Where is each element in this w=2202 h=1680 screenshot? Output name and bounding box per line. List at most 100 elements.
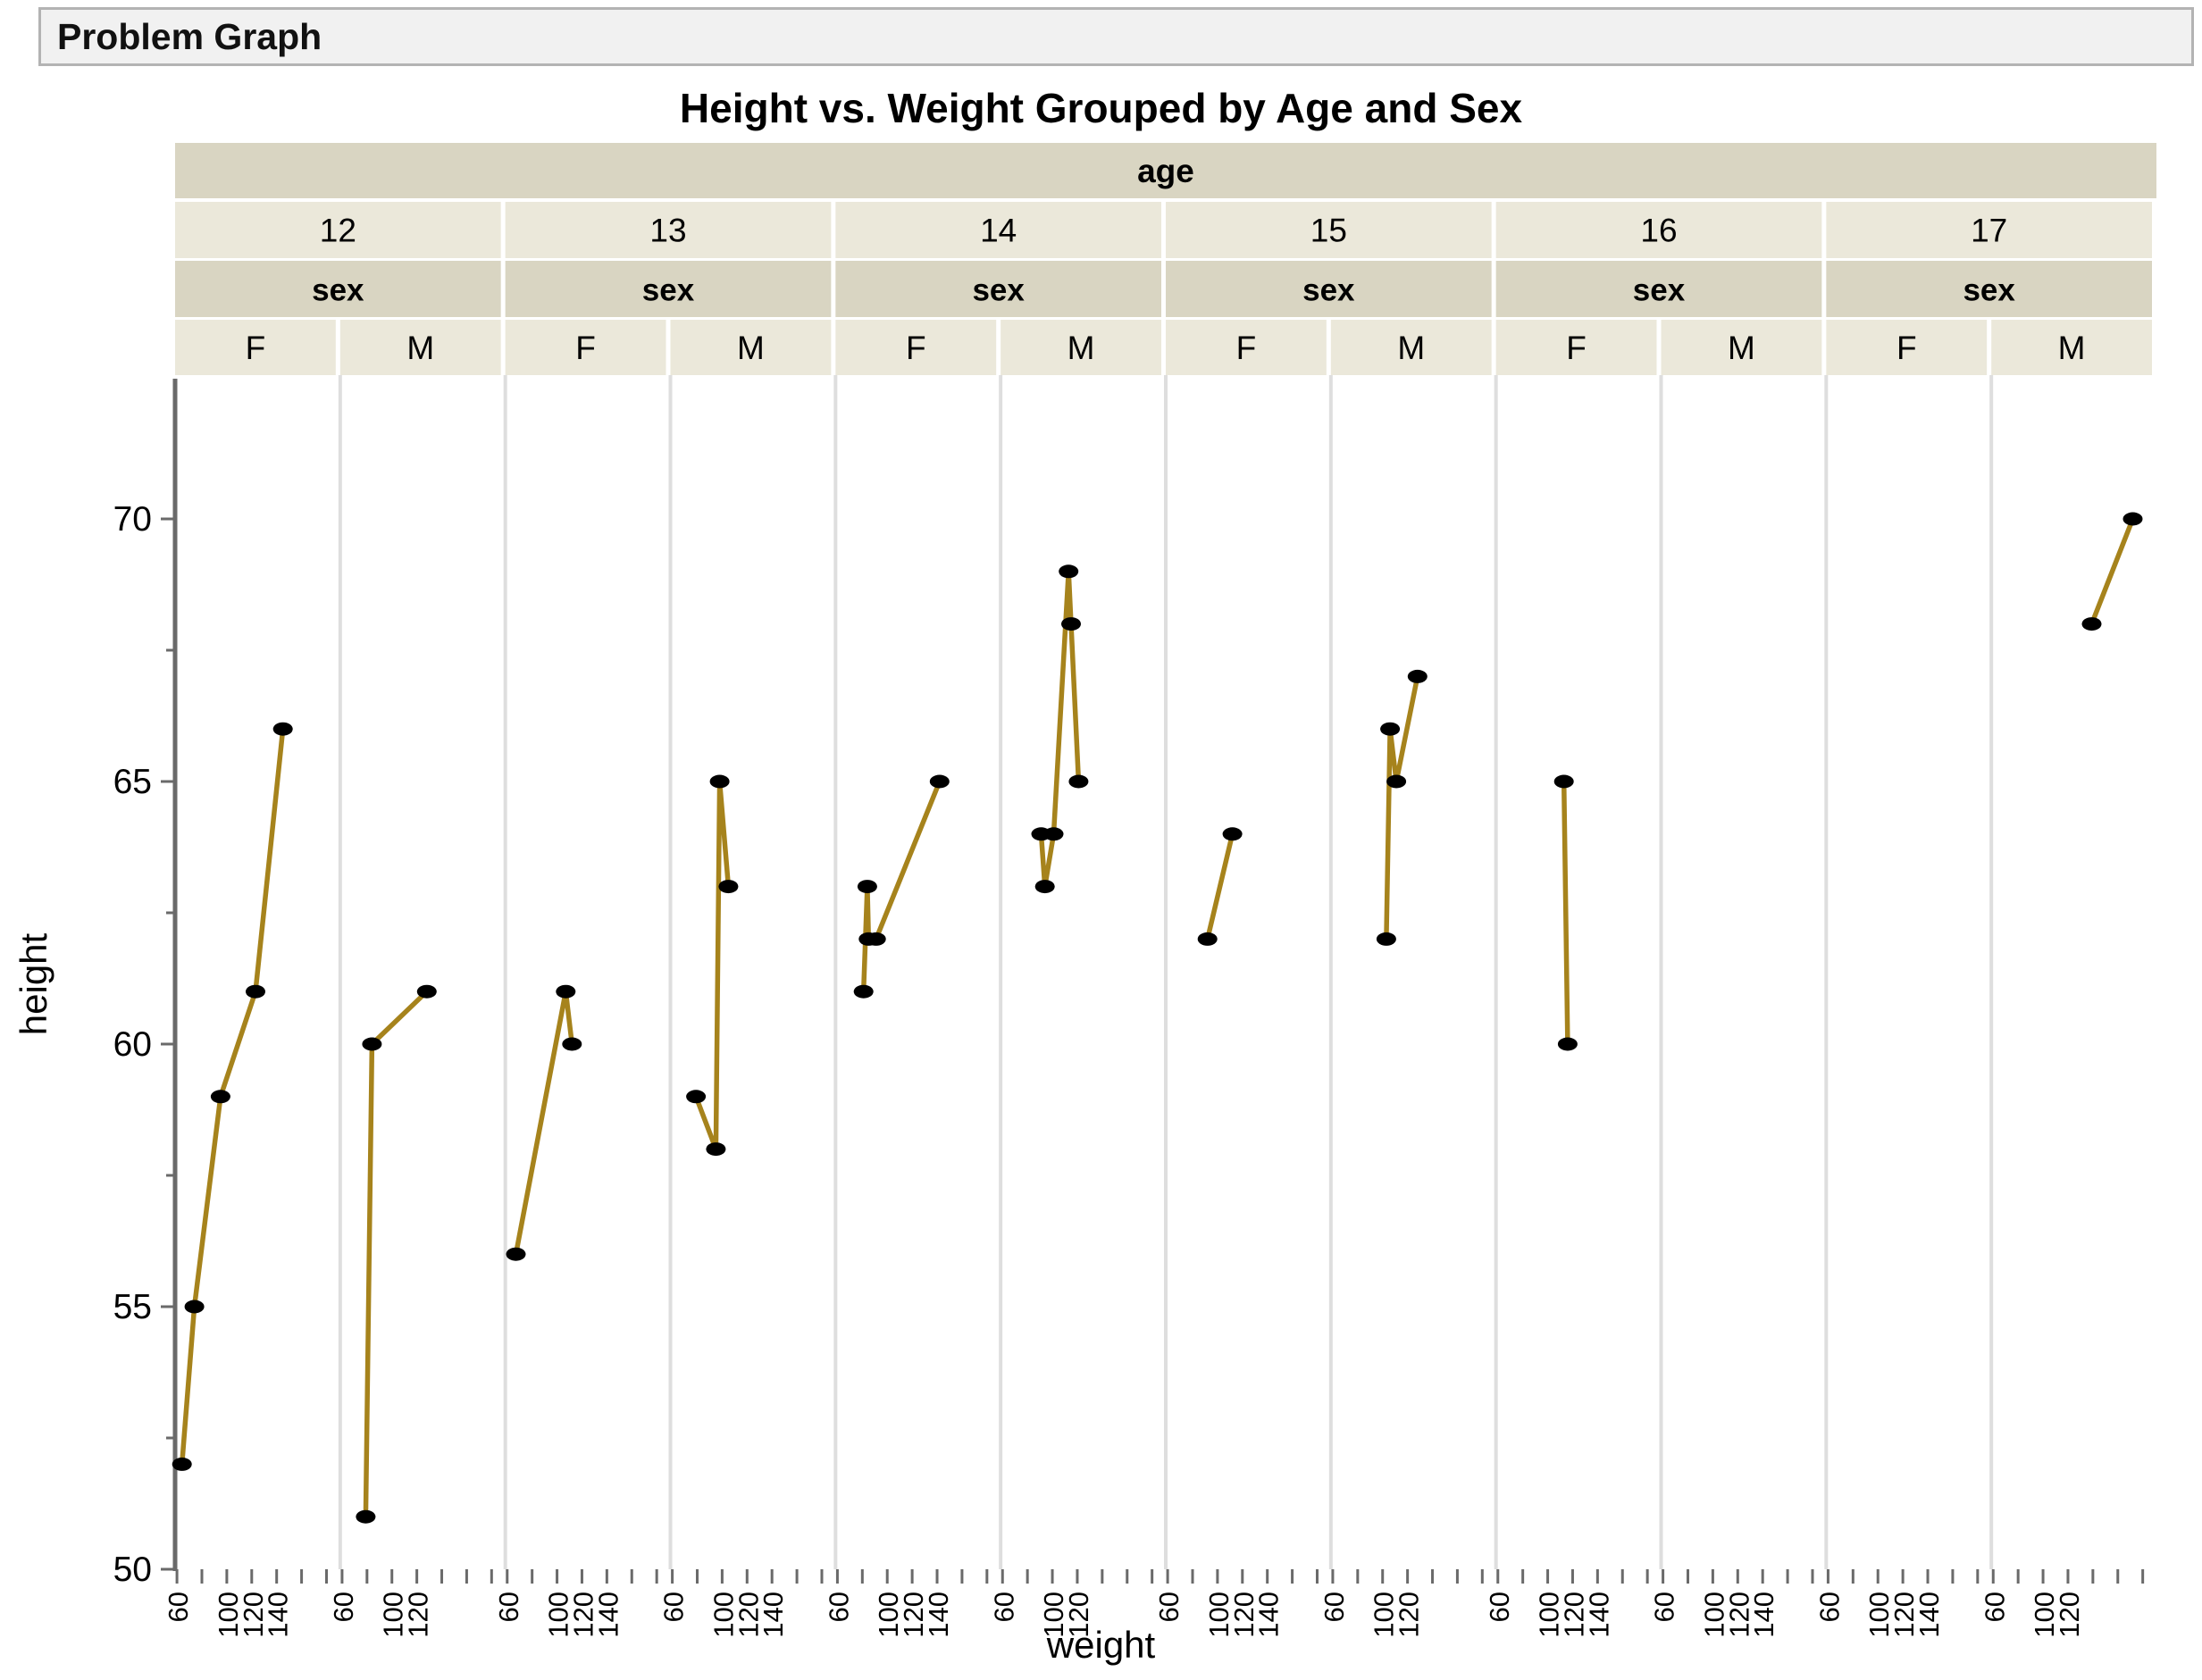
data-point-marker[interactable] — [1059, 564, 1079, 579]
x-tick-label: 100 — [543, 1592, 574, 1638]
facet-age-value-cell — [175, 202, 501, 258]
data-point-marker[interactable] — [272, 722, 293, 736]
x-tick-label: 100 — [213, 1592, 244, 1638]
facet-age-value-cell — [1826, 202, 2152, 258]
data-line — [513, 989, 575, 1257]
x-tick-label: 120 — [1558, 1592, 1589, 1638]
data-point-marker[interactable] — [709, 774, 730, 789]
data-point-marker[interactable] — [416, 984, 437, 999]
data-point-marker[interactable] — [718, 880, 739, 894]
facet-header-sex-label: sex — [1302, 273, 1355, 308]
data-point-marker[interactable] — [1407, 669, 1428, 683]
chart-title: Height vs. Weight Grouped by Age and Sex — [679, 85, 1523, 131]
facet-age-value-label: 17 — [1971, 213, 2007, 249]
x-tick-label: 120 — [238, 1592, 269, 1638]
data-point-marker[interactable] — [1386, 774, 1407, 789]
x-tick-label: 60 — [1649, 1592, 1680, 1622]
data-point-marker[interactable] — [556, 984, 576, 999]
facet-header-sex-label: sex — [1633, 273, 1686, 308]
data-line — [693, 779, 732, 1152]
facet-sex-value-label: F — [575, 330, 596, 366]
data-point-marker[interactable] — [562, 1037, 582, 1051]
facet-age-value-label: 13 — [649, 213, 686, 249]
data-point-marker[interactable] — [866, 932, 886, 946]
facet-sex-value-label: M — [1728, 330, 1755, 366]
facet-header-age-label: age — [1137, 153, 1194, 189]
x-tick-label: 60 — [328, 1592, 359, 1622]
data-point-marker[interactable] — [1043, 827, 1064, 841]
data-point-marker[interactable] — [1197, 932, 1218, 946]
x-tick-label: 140 — [263, 1592, 294, 1638]
data-line — [1561, 779, 1570, 1047]
x-tick-label: 140 — [758, 1592, 789, 1638]
x-tick-label: 60 — [988, 1592, 1019, 1622]
y-tick-label: 55 — [113, 1288, 152, 1326]
x-tick-label: 60 — [1979, 1592, 2010, 1622]
data-point-marker[interactable] — [210, 1090, 230, 1104]
data-point-marker[interactable] — [1553, 774, 1574, 789]
x-tick-label: 140 — [923, 1592, 954, 1638]
data-point-marker[interactable] — [929, 774, 950, 789]
facet-sex-value-cell — [1001, 320, 1161, 375]
x-tick-label: 60 — [1153, 1592, 1185, 1622]
x-tick-label: 60 — [658, 1592, 690, 1622]
data-point-marker[interactable] — [506, 1247, 526, 1261]
facet-age-value-cell — [505, 202, 832, 258]
x-tick-label: 60 — [1813, 1592, 1845, 1622]
data-point-marker[interactable] — [2122, 512, 2143, 526]
facet-header-sex-band — [1826, 261, 2152, 317]
data-point-marker[interactable] — [184, 1300, 205, 1314]
facet-sex-value-cell — [1166, 320, 1327, 375]
outline-title-bar[interactable]: Problem Graph — [38, 7, 2194, 66]
facet-header-sex-label: sex — [312, 273, 364, 308]
data-point-marker[interactable] — [1068, 774, 1089, 789]
x-tick-label: 100 — [1038, 1592, 1069, 1638]
facet-sex-value-cell — [1495, 320, 1657, 375]
data-point-marker[interactable] — [1557, 1037, 1578, 1051]
data-point-marker[interactable] — [356, 1509, 376, 1524]
data-point-marker[interactable] — [857, 880, 877, 894]
facet-sex-value-cell — [505, 320, 666, 375]
data-point-marker[interactable] — [1034, 880, 1055, 894]
data-point-marker[interactable] — [1222, 827, 1243, 841]
x-tick-label: 120 — [567, 1592, 599, 1638]
data-point-marker[interactable] — [1376, 932, 1396, 946]
x-tick-label: 120 — [1723, 1592, 1754, 1638]
facet-header-sex-label: sex — [1963, 273, 2015, 308]
facet-age-value-label: 12 — [320, 213, 356, 249]
x-tick-label: 100 — [1534, 1592, 1565, 1638]
data-point-marker[interactable] — [246, 984, 265, 999]
data-point-marker[interactable] — [362, 1037, 382, 1051]
x-tick-label: 100 — [707, 1592, 739, 1638]
x-tick-label: 60 — [823, 1592, 854, 1622]
data-point-marker[interactable] — [853, 984, 874, 999]
facet-sex-value-cell — [1661, 320, 1822, 375]
data-point-marker[interactable] — [1061, 617, 1081, 631]
facet-header-sex-band — [505, 261, 832, 317]
facet-header-sex-label: sex — [642, 273, 695, 308]
facet-header-sex-band — [1166, 261, 1492, 317]
data-line — [1204, 832, 1235, 942]
facet-age-value-label: 14 — [980, 213, 1017, 249]
data-point-marker[interactable] — [1380, 722, 1401, 736]
data-point-marker[interactable] — [686, 1090, 707, 1104]
facet-age-value-label: 16 — [1640, 213, 1677, 249]
x-tick-label: 120 — [1228, 1592, 1260, 1638]
facet-header-age-band — [175, 143, 2156, 198]
facet-sex-value-label: M — [406, 330, 434, 366]
x-tick-label: 120 — [403, 1592, 434, 1638]
data-point-marker[interactable] — [706, 1142, 726, 1157]
y-tick-label: 70 — [113, 500, 152, 539]
facet-age-value-label: 15 — [1310, 213, 1347, 249]
facet-sex-value-cell — [835, 320, 997, 375]
data-point-marker[interactable] — [2081, 617, 2102, 631]
x-tick-label: 120 — [733, 1592, 764, 1638]
x-tick-label: 100 — [1698, 1592, 1729, 1638]
data-line — [1038, 569, 1082, 890]
x-tick-label: 100 — [2029, 1592, 2060, 1638]
data-point-marker[interactable] — [172, 1457, 192, 1471]
x-tick-label: 60 — [163, 1592, 194, 1622]
y-tick-label: 50 — [113, 1550, 152, 1589]
x-tick-label: 100 — [1203, 1592, 1235, 1638]
